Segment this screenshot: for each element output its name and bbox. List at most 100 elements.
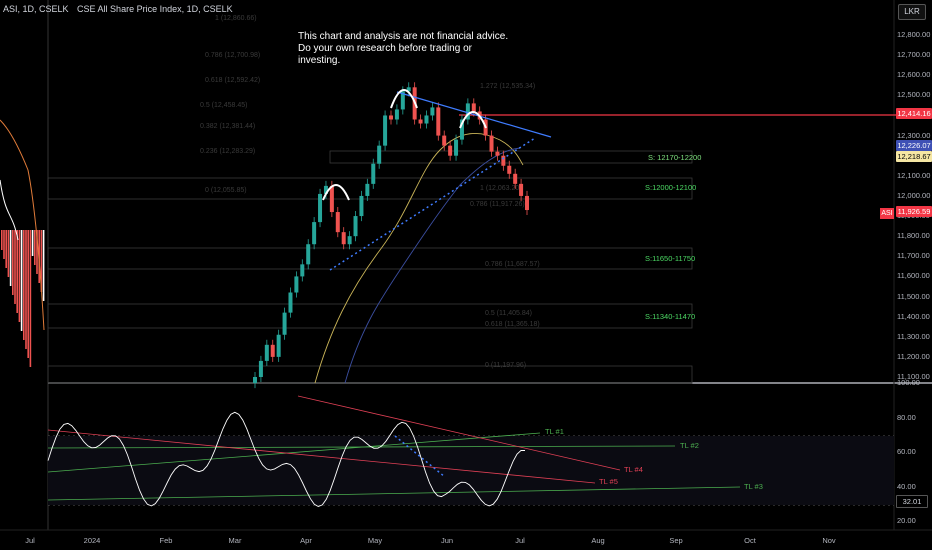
candle-body — [312, 222, 317, 245]
support-zones — [47, 150, 693, 384]
index-title: CSE All Share Price Index, 1D, CSELK — [77, 4, 233, 14]
svg-text:0 (11,197.96): 0 (11,197.96) — [485, 362, 526, 369]
candle-body — [406, 87, 411, 92]
left-hist-bar — [29, 230, 32, 367]
candle-body — [300, 264, 305, 277]
price-tick-label: 12,700.00 — [897, 50, 931, 60]
price-tick-label: 12,800.00 — [897, 30, 931, 39]
candle-body — [454, 139, 459, 156]
candle-body — [359, 195, 364, 217]
blue-downtrend-line[interactable] — [396, 91, 552, 138]
tl3-label: TL #3 — [744, 482, 763, 491]
left-hist-bar — [1, 230, 3, 250]
svg-text:1.272 (12,535.34): 1.272 (12,535.34) — [480, 83, 535, 90]
left-hist-bar — [27, 230, 29, 358]
candle-body — [519, 183, 524, 196]
left-hist-bar — [42, 230, 45, 301]
fib-level-labels: 1 (12,860.66) 0.786 (12,700.98) 0.618 (1… — [200, 15, 540, 369]
price-tick-label: 11,800.00 — [897, 231, 930, 241]
price-tick-label: 11,700.00 — [897, 251, 930, 261]
svg-text:0.618 (12,592.42): 0.618 (12,592.42) — [205, 77, 260, 84]
osc-tick-label: 100.00 — [897, 378, 920, 387]
left-hist-bar — [31, 230, 34, 256]
candle-body — [371, 163, 376, 184]
candle-body — [471, 103, 476, 112]
time-tick-label: Oct — [744, 536, 756, 545]
left-hist-bar — [40, 230, 43, 292]
candle-body — [424, 115, 429, 124]
price-tick-label: 11,100.00 — [897, 372, 930, 381]
svg-text:0.786 (11,917.26): 0.786 (11,917.26) — [470, 201, 525, 208]
candle-body — [323, 185, 328, 194]
candle-body — [276, 334, 281, 357]
svg-text:0.5 (11,405.84): 0.5 (11,405.84) — [485, 310, 532, 317]
candle-body — [258, 360, 263, 377]
price-tag: 12,218.67 — [896, 150, 932, 162]
left-hist-bar — [3, 230, 5, 259]
left-hist-bar — [5, 230, 7, 268]
price-tick-label: 11,300.00 — [897, 331, 930, 341]
price-tag: 12,414.16 — [896, 107, 932, 119]
tl4-label: TL #4 — [624, 465, 643, 474]
osc-tick-label: 60.00 — [897, 447, 916, 456]
candle-body — [335, 212, 340, 233]
candle-body — [365, 183, 370, 196]
price-tick-label: 11,400.00 — [897, 311, 930, 321]
left-hist-bar — [20, 230, 23, 331]
candle-body — [495, 151, 500, 156]
symbol-price-badge: ASI — [880, 208, 894, 219]
candle-body — [347, 236, 352, 245]
osc-current-tag: 32.01 — [896, 495, 928, 509]
time-tick-label: Jul — [515, 536, 525, 545]
candle-body — [400, 91, 405, 110]
candle-body — [448, 145, 453, 156]
osc-tick-label: 20.00 — [897, 516, 916, 525]
price-tag: 11,926.59 — [896, 205, 932, 217]
time-tick-label: May — [367, 536, 383, 545]
candlesticks — [253, 82, 529, 389]
candle-body — [418, 119, 423, 124]
zone-label-1: S: 12170-12200 — [648, 153, 702, 162]
candle-body — [318, 193, 323, 223]
tl-1 — [47, 432, 541, 473]
left-hist-bar — [14, 230, 16, 304]
chart-header: ASI, 1D, CSELK CSE All Share Price Index… — [3, 4, 239, 14]
osc-tick-label: 40.00 — [897, 481, 916, 491]
blue-dotted-uptrend[interactable] — [329, 137, 536, 271]
disclaimer-text: This chart and analysis are not financia… — [298, 31, 509, 66]
svg-text:0.382 (12,381.44): 0.382 (12,381.44) — [200, 123, 255, 130]
svg-text:0.786 (12,700.98): 0.786 (12,700.98) — [205, 52, 260, 59]
time-tick-label: Mar — [228, 536, 242, 545]
left-hist-bar — [16, 230, 18, 313]
candle-body — [465, 103, 470, 120]
tl-5 — [47, 429, 596, 484]
time-tick-label: Jul — [25, 536, 35, 545]
tl2-label: TL #2 — [680, 441, 699, 450]
candle-body — [507, 165, 512, 174]
left-hist-bar — [9, 230, 12, 286]
time-tick-label: Jun — [440, 536, 454, 545]
candle-body — [353, 216, 358, 237]
candle-body — [442, 135, 447, 146]
svg-text:0 (12,055.85): 0 (12,055.85) — [205, 187, 247, 194]
price-tick-label: 11,200.00 — [897, 351, 930, 361]
right-shoulder-arc — [459, 111, 487, 129]
tl-3 — [47, 486, 741, 501]
time-tick-label: 2024 — [83, 536, 101, 545]
head-arc — [390, 89, 418, 109]
left-hist-bar — [25, 230, 27, 349]
tl-4 — [297, 395, 621, 471]
candle-body — [525, 195, 529, 211]
price-tick-label: 12,500.00 — [897, 90, 931, 100]
osc-tick-label: 80.00 — [897, 412, 916, 422]
left-hist-bar — [36, 230, 38, 274]
symbol-label[interactable]: ASI, 1D, CSELK — [3, 4, 69, 14]
svg-text:0.5 (12,458.45): 0.5 (12,458.45) — [200, 102, 247, 109]
left-hist-bar — [7, 230, 10, 277]
candle-body — [459, 119, 464, 140]
candle-body — [389, 115, 393, 120]
candle-body — [489, 135, 494, 152]
currency-button[interactable]: LKR — [898, 4, 926, 20]
candle-body — [430, 107, 435, 116]
